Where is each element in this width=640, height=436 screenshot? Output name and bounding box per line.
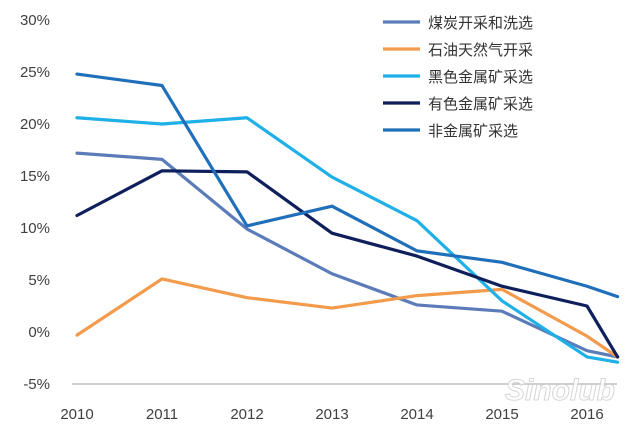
series-line-3 [75,116,620,364]
series-line-4 [75,169,620,359]
y-tick-label: -5% [23,376,50,393]
y-tick-label: 10% [20,220,50,237]
legend-label: 石油天然气开采 [428,41,533,59]
x-tick-label: 2015 [485,406,518,423]
watermark-logo: Sinolub [505,374,615,407]
y-tick-label: 25% [20,64,50,81]
series-line-2 [75,277,620,359]
legend-label: 非金属矿采选 [428,122,518,140]
y-tick-label: 20% [20,116,50,133]
y-tick-label: 15% [20,168,50,185]
x-tick-label: 2012 [230,406,263,423]
x-tick-label: 2010 [60,406,93,423]
y-tick-label: 30% [20,12,50,29]
y-tick-label: 0% [28,324,50,341]
x-tick-label: 2013 [315,406,348,423]
series-line-5 [75,72,620,299]
legend-label: 有色金属矿采选 [428,95,533,113]
x-tick-label: 2014 [400,406,433,423]
x-tick-label: 2016 [570,406,603,423]
legend-label: 煤炭开采和洗选 [428,14,533,32]
x-tick-label: 2011 [146,406,178,423]
y-tick-label: 5% [28,272,50,289]
legend-label: 黑色金属矿采选 [428,68,533,86]
